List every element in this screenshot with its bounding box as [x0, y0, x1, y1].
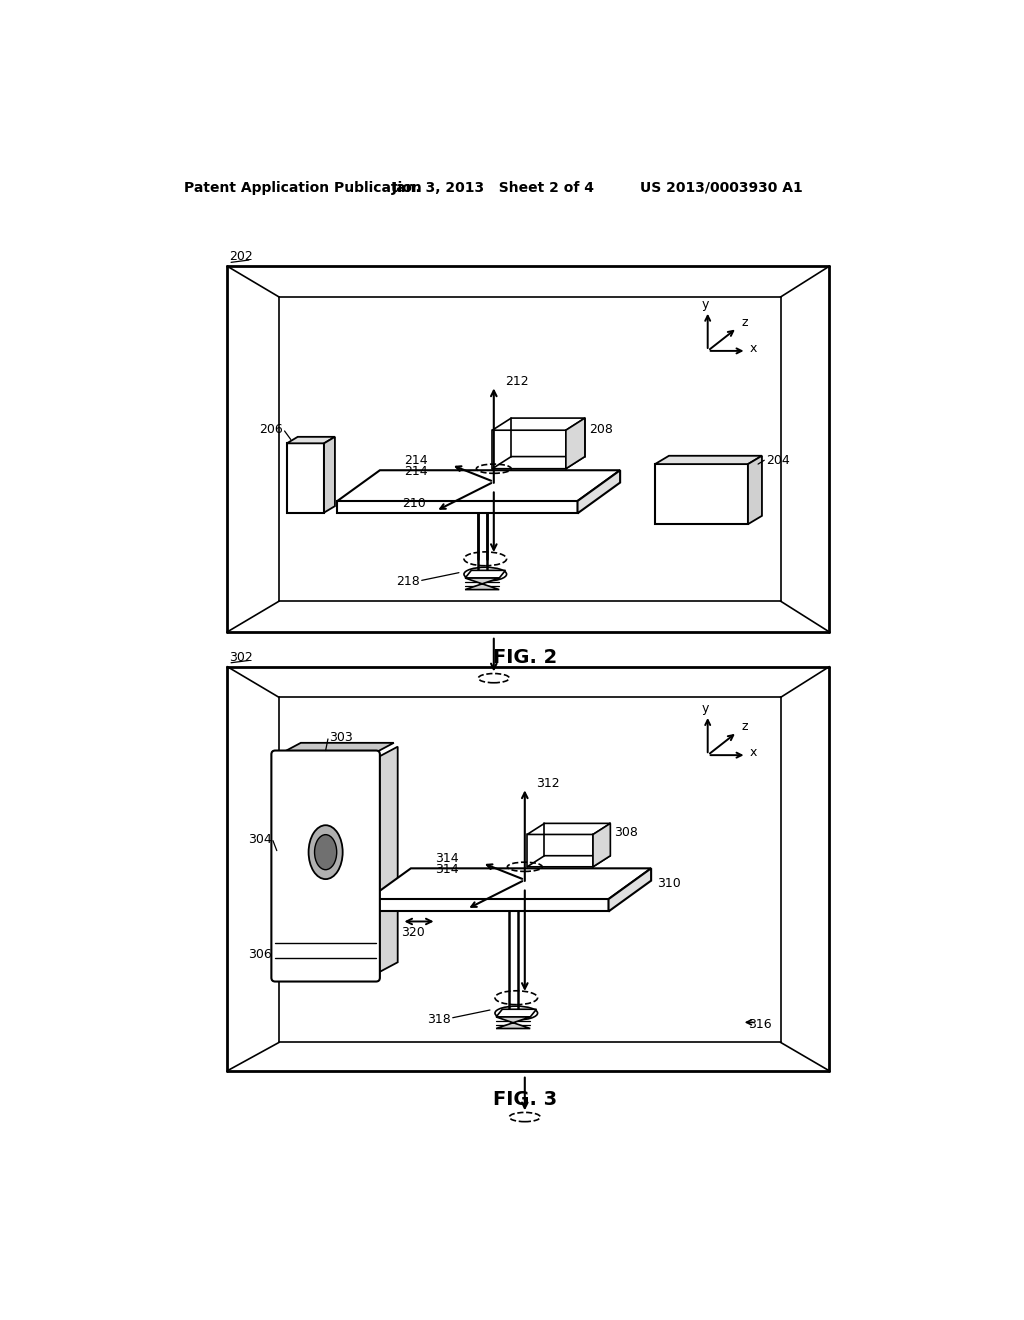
Polygon shape: [369, 869, 651, 899]
Text: FIG. 2: FIG. 2: [493, 648, 557, 667]
Text: 314: 314: [435, 862, 459, 875]
Text: 202: 202: [228, 251, 253, 264]
Polygon shape: [496, 1010, 537, 1016]
Polygon shape: [465, 578, 500, 590]
Polygon shape: [748, 455, 762, 524]
Text: 320: 320: [401, 925, 425, 939]
Text: 206: 206: [259, 422, 283, 436]
Text: 212: 212: [506, 375, 529, 388]
Text: 312: 312: [537, 777, 560, 791]
Polygon shape: [566, 418, 585, 469]
Text: 214: 214: [404, 454, 428, 467]
Text: 214: 214: [404, 465, 428, 478]
Polygon shape: [593, 824, 610, 867]
Ellipse shape: [308, 825, 343, 879]
Polygon shape: [527, 855, 610, 867]
Ellipse shape: [314, 834, 337, 870]
Text: z: z: [741, 721, 748, 733]
Polygon shape: [337, 470, 621, 502]
Text: 210: 210: [401, 496, 426, 510]
Polygon shape: [337, 502, 578, 513]
Text: z: z: [741, 315, 748, 329]
Text: US 2013/0003930 A1: US 2013/0003930 A1: [640, 181, 802, 194]
Polygon shape: [324, 437, 335, 512]
FancyBboxPatch shape: [271, 751, 380, 982]
Polygon shape: [369, 899, 608, 911]
Text: 316: 316: [748, 1018, 772, 1031]
Text: 302: 302: [228, 651, 253, 664]
Polygon shape: [465, 570, 506, 578]
Polygon shape: [287, 444, 324, 512]
Text: 204: 204: [766, 454, 790, 467]
Text: Jan. 3, 2013   Sheet 2 of 4: Jan. 3, 2013 Sheet 2 of 4: [391, 181, 595, 194]
Text: x: x: [750, 746, 757, 759]
Text: 218: 218: [396, 576, 420, 589]
Text: 208: 208: [589, 424, 612, 436]
Text: 310: 310: [657, 878, 681, 890]
Text: 303: 303: [330, 731, 353, 744]
Text: y: y: [701, 298, 709, 312]
Text: 306: 306: [248, 948, 271, 961]
Polygon shape: [280, 743, 394, 755]
Text: y: y: [701, 702, 709, 715]
Text: 314: 314: [435, 851, 459, 865]
Polygon shape: [376, 747, 397, 974]
Polygon shape: [655, 465, 748, 524]
Polygon shape: [493, 418, 585, 430]
Text: FIG. 3: FIG. 3: [493, 1090, 557, 1109]
Polygon shape: [287, 437, 335, 444]
Polygon shape: [608, 869, 651, 911]
Polygon shape: [578, 470, 621, 513]
Text: 318: 318: [427, 1012, 452, 1026]
Polygon shape: [527, 824, 610, 834]
Polygon shape: [655, 455, 762, 465]
Text: 304: 304: [248, 833, 271, 846]
Text: x: x: [750, 342, 757, 355]
Polygon shape: [493, 457, 585, 469]
Text: 308: 308: [614, 826, 638, 840]
Polygon shape: [496, 1016, 530, 1028]
Text: Patent Application Publication: Patent Application Publication: [183, 181, 422, 194]
